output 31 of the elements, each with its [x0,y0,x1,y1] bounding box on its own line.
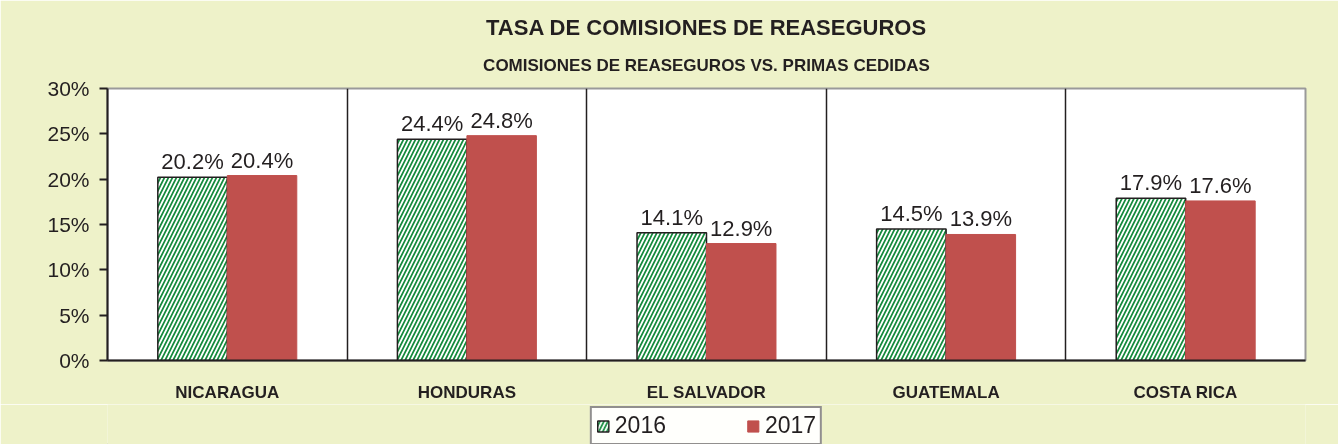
data-label: 24.8% [470,107,533,133]
bar [226,175,298,361]
data-label: 13.9% [949,206,1013,232]
data-label: 20.2% [161,149,224,175]
legend-label: 2016 [614,412,666,439]
bar [1185,200,1256,361]
x-tick-label: HONDURAS [417,382,517,402]
x-tick-label: GUATEMALA [892,382,1000,402]
bar [466,135,537,361]
data-label: 14.1% [640,204,703,230]
data-label: 24.4% [400,111,464,137]
chart-subtitle: COMISIONES DE REASEGUROS VS. PRIMAS CEDIDAS [483,55,930,75]
bar [706,243,777,361]
legend-label: 2017 [765,412,817,439]
chart-title: TASA DE COMISIONES DE REASEGUROS [486,14,927,40]
data-label: 14.5% [880,201,943,227]
y-tick-label: 20% [47,167,90,191]
data-label: 12.9% [710,215,773,241]
x-tick-label: COSTA RICA [1133,382,1238,402]
data-label: 20.4% [230,147,294,173]
y-tick-label: 5% [59,303,90,327]
y-tick-label: 25% [47,122,90,146]
data-label: 17.9% [1119,170,1183,196]
bar [945,233,1017,361]
y-tick-label: 30% [47,77,90,100]
y-tick-label: 0% [59,349,90,372]
y-tick-label: 15% [47,213,90,236]
y-tick-label: 10% [47,258,90,282]
x-tick-label: NICARAGUA [175,382,280,402]
data-label: 17.6% [1189,172,1252,198]
x-tick-label: EL SALVADOR [646,382,766,402]
